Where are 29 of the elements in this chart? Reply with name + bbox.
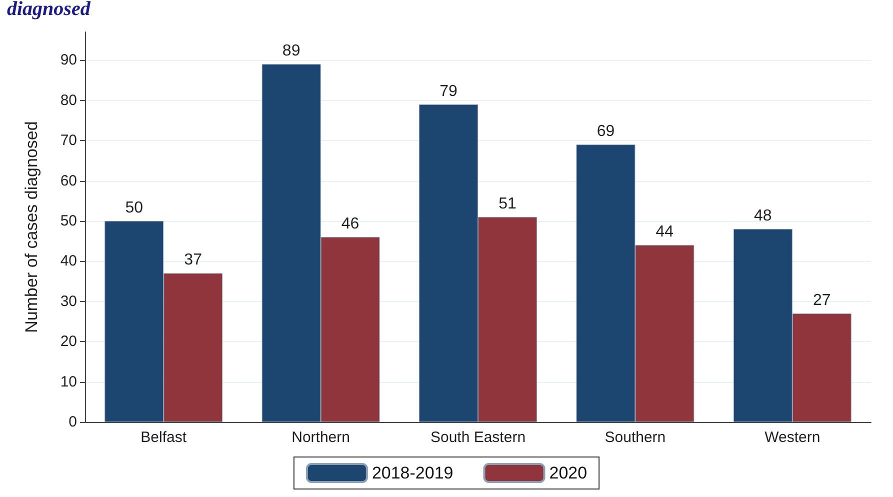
x-tick-label: Northern: [292, 429, 350, 446]
x-tick-label: Southern: [604, 429, 666, 446]
y-tick-label: 70: [60, 132, 77, 150]
y-axis-title: Number of cases diagnosed: [22, 121, 41, 333]
x-tick-label: South Eastern: [430, 429, 526, 446]
y-tick-label: 50: [60, 212, 77, 230]
data-label: 50: [125, 199, 144, 216]
x-tick-label: Belfast: [140, 429, 188, 446]
data-label: 89: [282, 42, 300, 60]
data-label: 79: [440, 82, 458, 100]
y-tick-label: 80: [60, 92, 77, 109]
data-label: 69: [596, 123, 615, 140]
legend-label: 2018-2019: [372, 464, 454, 482]
data-label: 46: [341, 216, 360, 233]
y-tick-label: 40: [60, 252, 77, 270]
x-tick-label: Western: [764, 429, 820, 446]
chart-title: diagnosed: [7, 0, 92, 20]
y-tick-label: 60: [60, 172, 77, 190]
data-label: 48: [754, 208, 772, 225]
y-tick-label: 10: [60, 373, 77, 390]
y-tick-label: 20: [60, 333, 77, 350]
data-label: 27: [812, 292, 831, 309]
legend-label: 2020: [549, 464, 588, 482]
y-tick-label: 90: [60, 52, 77, 69]
data-label: 37: [184, 252, 202, 269]
y-tick-label: 0: [68, 414, 77, 430]
y-tick-label: 30: [60, 292, 77, 310]
data-label: 44: [656, 224, 674, 241]
data-label: 51: [498, 195, 516, 212]
